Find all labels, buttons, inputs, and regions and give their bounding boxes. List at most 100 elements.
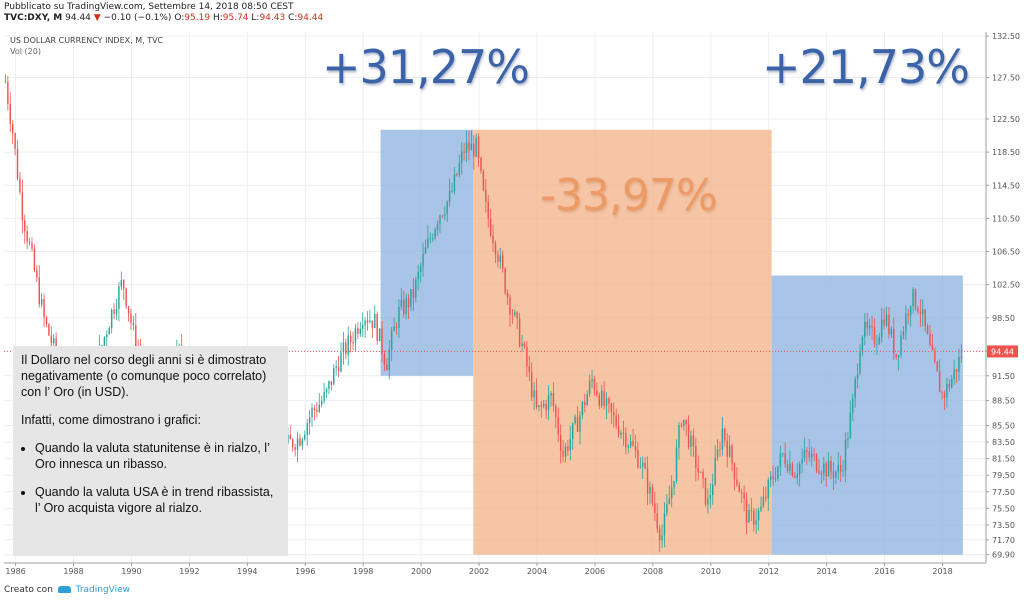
y-tick-label: 73.50 [992, 521, 1015, 530]
candle-body [53, 338, 55, 344]
x-tick-label: 2002 [469, 567, 489, 576]
candle-body [460, 151, 463, 164]
candle-body [381, 328, 383, 354]
candle-body [837, 465, 839, 472]
candle-body [386, 364, 388, 371]
fall-annotation: -33,97% [540, 170, 718, 221]
y-tick-label: 88.50 [992, 397, 1015, 406]
candle-body [301, 439, 304, 446]
candle-body [864, 321, 866, 337]
candle-body [335, 366, 337, 369]
candle-body [470, 143, 473, 151]
candle-body [9, 103, 12, 124]
candle-body [806, 450, 808, 452]
candle-body [596, 390, 598, 396]
candle-body [313, 408, 316, 410]
candle-body [118, 286, 120, 310]
candle-body [555, 406, 557, 417]
candle-body [311, 408, 313, 418]
candle-body [497, 254, 499, 262]
candle-body [499, 255, 502, 262]
candle-body [533, 390, 535, 398]
candle-body [395, 326, 398, 328]
candle-body [325, 388, 328, 393]
y-tick-label: 132.50 [992, 32, 1020, 41]
candle-body [878, 337, 881, 345]
candle-body [861, 336, 864, 353]
y-tick-label: 127.50 [992, 74, 1020, 83]
candle-body [716, 449, 719, 458]
candle-body [893, 328, 895, 354]
candle-body [357, 328, 359, 334]
candle-body [801, 458, 803, 464]
low-label: L: [251, 13, 260, 23]
candle-body [680, 425, 683, 426]
candle-body [907, 313, 909, 316]
candle-body [543, 403, 545, 407]
candle-body [724, 428, 726, 441]
candle-body [383, 353, 386, 365]
candle-body [540, 405, 543, 407]
candle-body [345, 342, 347, 355]
candle-body [622, 432, 625, 434]
price-change: −0.10 (−0.1%) [103, 13, 172, 23]
candle-body [38, 277, 40, 305]
candle-body [591, 378, 593, 382]
note-bullet: Quando la valuta USA è in trend ribassis… [35, 484, 280, 516]
candle-body [733, 463, 736, 480]
candle-body [815, 454, 818, 471]
candle-body [726, 440, 728, 457]
candle-body [639, 466, 642, 468]
candle-body [709, 494, 712, 499]
candle-body [523, 343, 526, 347]
candle-body [419, 266, 422, 272]
candle-body [605, 398, 608, 406]
note-bullet: Quando la valuta statunitense è in rialz… [35, 440, 280, 472]
tradingview-link[interactable]: TradingView [75, 585, 131, 595]
candle-body [480, 157, 482, 172]
candle-body [900, 335, 902, 356]
candle-body [738, 484, 741, 493]
candle-body [849, 412, 852, 438]
candle-body [468, 142, 470, 151]
candle-body [876, 344, 878, 345]
x-tick-label: 1994 [237, 567, 257, 576]
candle-body [511, 314, 514, 316]
candle-body [946, 383, 948, 398]
candle-body [574, 416, 576, 424]
candle-body [731, 445, 733, 464]
candle-body [832, 471, 835, 478]
candle-body [572, 423, 574, 439]
candle-body [557, 416, 559, 435]
candle-body [926, 326, 929, 334]
candle-body [712, 484, 714, 495]
candle-body [924, 309, 926, 327]
candle-body [559, 434, 562, 452]
candle-body [371, 320, 374, 329]
candle-body [439, 215, 441, 225]
symbol-name: TVC:DXY, M [4, 13, 63, 23]
candle-body [704, 478, 707, 505]
candle-body [765, 496, 767, 499]
candle-body [654, 503, 656, 514]
candle-body [11, 123, 14, 134]
candle-body [552, 392, 555, 407]
candle-body [323, 392, 325, 401]
y-tick-label: 85.50 [992, 421, 1015, 430]
candle-body [663, 513, 666, 536]
y-tick-label: 110.50 [992, 214, 1020, 223]
candle-body [431, 238, 434, 240]
candle-body [803, 450, 806, 459]
close-value: 94.44 [297, 13, 324, 23]
candle-body [958, 356, 960, 372]
candle-body [564, 446, 567, 457]
y-tick-label: 98.50 [992, 314, 1015, 323]
candle-body [328, 381, 330, 389]
high-label: H: [212, 13, 223, 23]
candle-body [649, 486, 651, 494]
candle-body [374, 313, 376, 329]
candle-body [902, 331, 905, 336]
candle-body [897, 355, 900, 358]
candle-body [791, 463, 794, 477]
candle-body [883, 319, 885, 326]
